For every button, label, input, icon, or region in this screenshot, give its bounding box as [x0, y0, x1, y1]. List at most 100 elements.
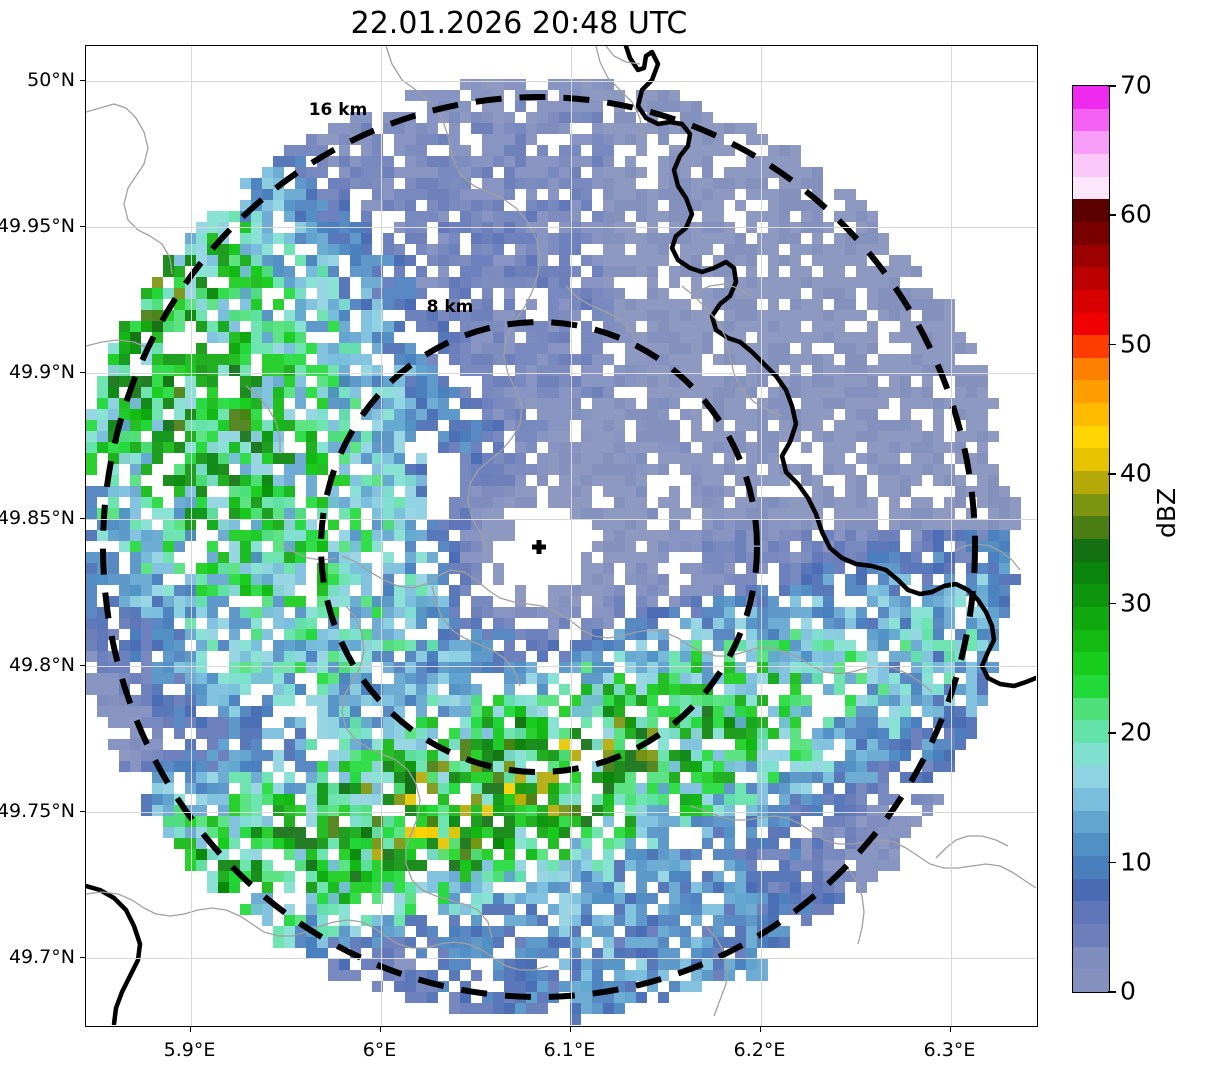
radar-cell: [394, 739, 416, 750]
radar-cell: [614, 695, 625, 717]
radar-cell: [328, 486, 339, 497]
radar-cell: [416, 827, 438, 838]
radar-cell: [878, 860, 900, 871]
radar-cell: [207, 849, 218, 860]
radar-cell: [350, 684, 361, 695]
radar-cell: [515, 772, 526, 783]
radar-cell: [471, 860, 482, 871]
radar-cell: [757, 728, 768, 739]
radar-cell: [955, 684, 966, 695]
radar-cell: [515, 442, 526, 453]
radar-cell: [922, 640, 933, 651]
radar-cell: [328, 563, 339, 574]
radar-cell: [845, 442, 856, 453]
radar-cell: [614, 739, 625, 750]
radar-reflectivity-layer: [86, 46, 1036, 1025]
radar-cell: [471, 640, 482, 662]
radar-cell: [680, 354, 691, 365]
radar-cell: [713, 409, 735, 420]
radar-cell: [504, 959, 515, 970]
radar-cell: [130, 673, 141, 684]
radar-cell: [581, 431, 592, 442]
radar-cell: [636, 299, 647, 310]
radar-cell: [592, 827, 603, 838]
radar-cell: [867, 585, 878, 596]
radar-cell: [416, 409, 427, 420]
radar-cell: [317, 398, 328, 409]
radar-cell: [262, 827, 273, 838]
radar-cell: [515, 937, 526, 948]
radar-cell: [141, 563, 152, 574]
radar-cell: [834, 266, 845, 277]
radar-cell: [383, 233, 394, 255]
radar-cell: [317, 266, 328, 277]
radar-cell: [922, 497, 933, 508]
radar-cell: [559, 827, 570, 838]
radar-cell: [603, 783, 614, 794]
radar-cell: [515, 101, 526, 112]
radar-cell: [647, 860, 669, 871]
radar-cell: [790, 354, 801, 365]
radar-cell: [493, 277, 504, 288]
radar-cell: [625, 134, 636, 145]
radar-cell: [526, 354, 537, 365]
radar-cell: [526, 420, 548, 431]
radar-cell: [537, 167, 548, 178]
radar-cell: [163, 563, 174, 574]
radar-cell: [581, 475, 592, 486]
radar-cell: [757, 310, 768, 321]
radar-cell: [108, 673, 119, 684]
radar-cell: [372, 629, 383, 640]
radar-cell: [493, 464, 504, 475]
radar-cell: [262, 706, 273, 717]
radar-cell: [713, 596, 724, 607]
radar-cell: [493, 79, 504, 90]
radar-cell: [471, 893, 482, 915]
radar-cell: [449, 827, 460, 838]
radar-cell: [119, 761, 130, 772]
radar-cell: [790, 387, 801, 398]
radar-cell: [757, 772, 768, 783]
radar-cell: [493, 959, 504, 970]
radar-cell: [350, 640, 361, 651]
radar-cell: [449, 783, 460, 794]
radar-cell: [625, 860, 636, 871]
colorbar-band: [1073, 86, 1109, 109]
colorbar-band: [1073, 788, 1109, 811]
radar-cell: [801, 794, 812, 805]
radar-cell: [97, 695, 108, 706]
radar-cell: [229, 585, 240, 596]
radar-cell: [570, 1003, 581, 1025]
radar-cell: [504, 189, 515, 200]
radar-cell: [867, 750, 889, 761]
y-tickmark: [80, 518, 85, 520]
radar-cell: [911, 629, 922, 640]
radar-cell: [647, 101, 658, 112]
colorbar-tick-label: 60: [1120, 199, 1152, 229]
radar-cell: [130, 321, 141, 332]
radar-cell: [284, 915, 295, 926]
radar-cell: [383, 123, 394, 134]
radar-cell: [328, 541, 339, 552]
radar-cell: [977, 464, 988, 475]
radar-cell: [449, 123, 460, 134]
colorbar-band: [1073, 403, 1109, 426]
radar-cell: [603, 959, 625, 970]
radar-cell: [449, 882, 460, 893]
colorbar[interactable]: [1072, 85, 1110, 993]
radar-cell: [295, 156, 306, 167]
radar-cell: [372, 508, 383, 519]
radar-cell: [218, 596, 229, 607]
radar-cell: [251, 409, 262, 420]
radar-cell: [471, 816, 482, 827]
radar-cell: [603, 794, 614, 816]
radar-cell: [933, 332, 944, 343]
radar-cell: [801, 497, 812, 519]
radar-cell: [669, 761, 680, 772]
radar-cell: [405, 937, 416, 948]
colorbar-tick-label: 40: [1120, 458, 1152, 488]
radar-cell: [240, 750, 251, 761]
radar-plot-area[interactable]: [85, 45, 1038, 1027]
radar-cell: [691, 915, 702, 926]
radar-cell: [218, 255, 229, 266]
